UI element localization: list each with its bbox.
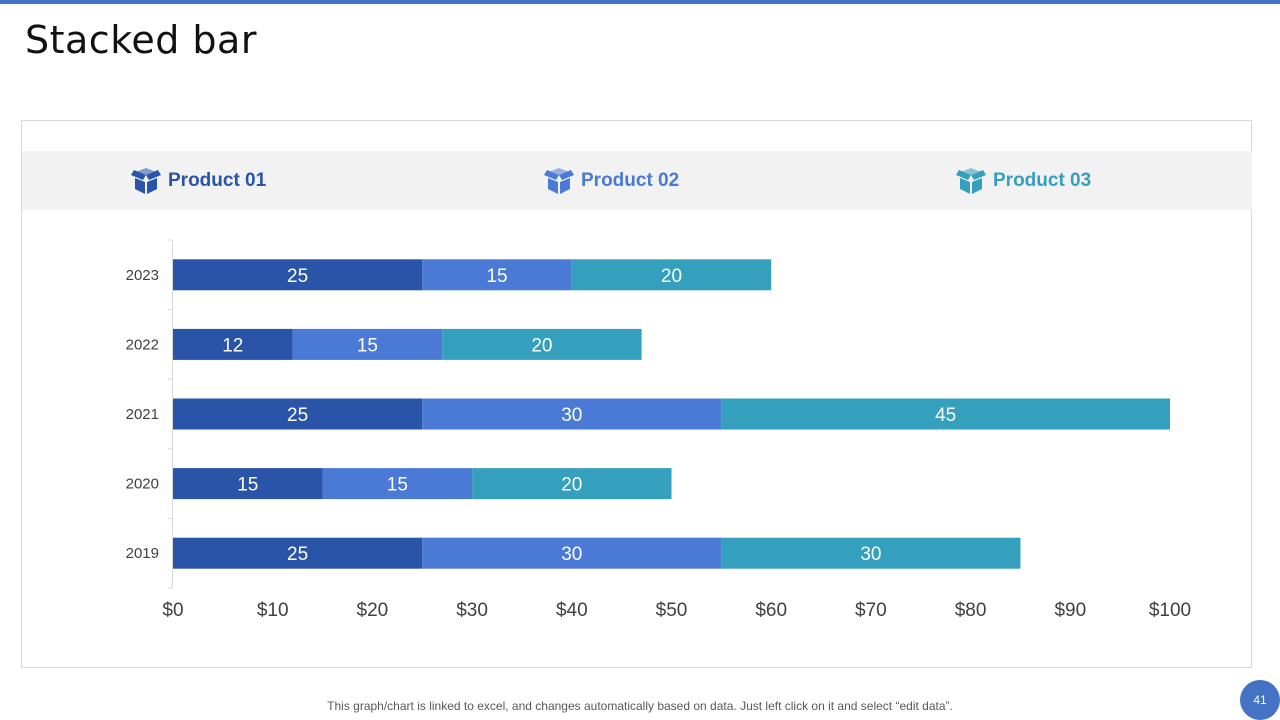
legend: Product 01 Product 02 Product 03 <box>22 151 1252 210</box>
legend-item-product-02[interactable]: Product 02 <box>543 151 679 210</box>
page-number-badge: 41 <box>1240 680 1280 720</box>
box-icon <box>544 167 574 194</box>
top-accent-bar <box>0 0 1280 4</box>
footer-note: This graph/chart is linked to excel, and… <box>327 699 953 713</box>
legend-item-product-01[interactable]: Product 01 <box>130 151 266 210</box>
chart-panel <box>21 120 1252 668</box>
box-icon <box>956 167 986 194</box>
legend-label: Product 03 <box>993 169 1092 191</box>
box-icon <box>131 167 161 194</box>
legend-label: Product 01 <box>168 169 267 191</box>
legend-label: Product 02 <box>581 169 680 191</box>
slide-title: Stacked bar <box>25 18 257 62</box>
legend-item-product-03[interactable]: Product 03 <box>955 151 1091 210</box>
